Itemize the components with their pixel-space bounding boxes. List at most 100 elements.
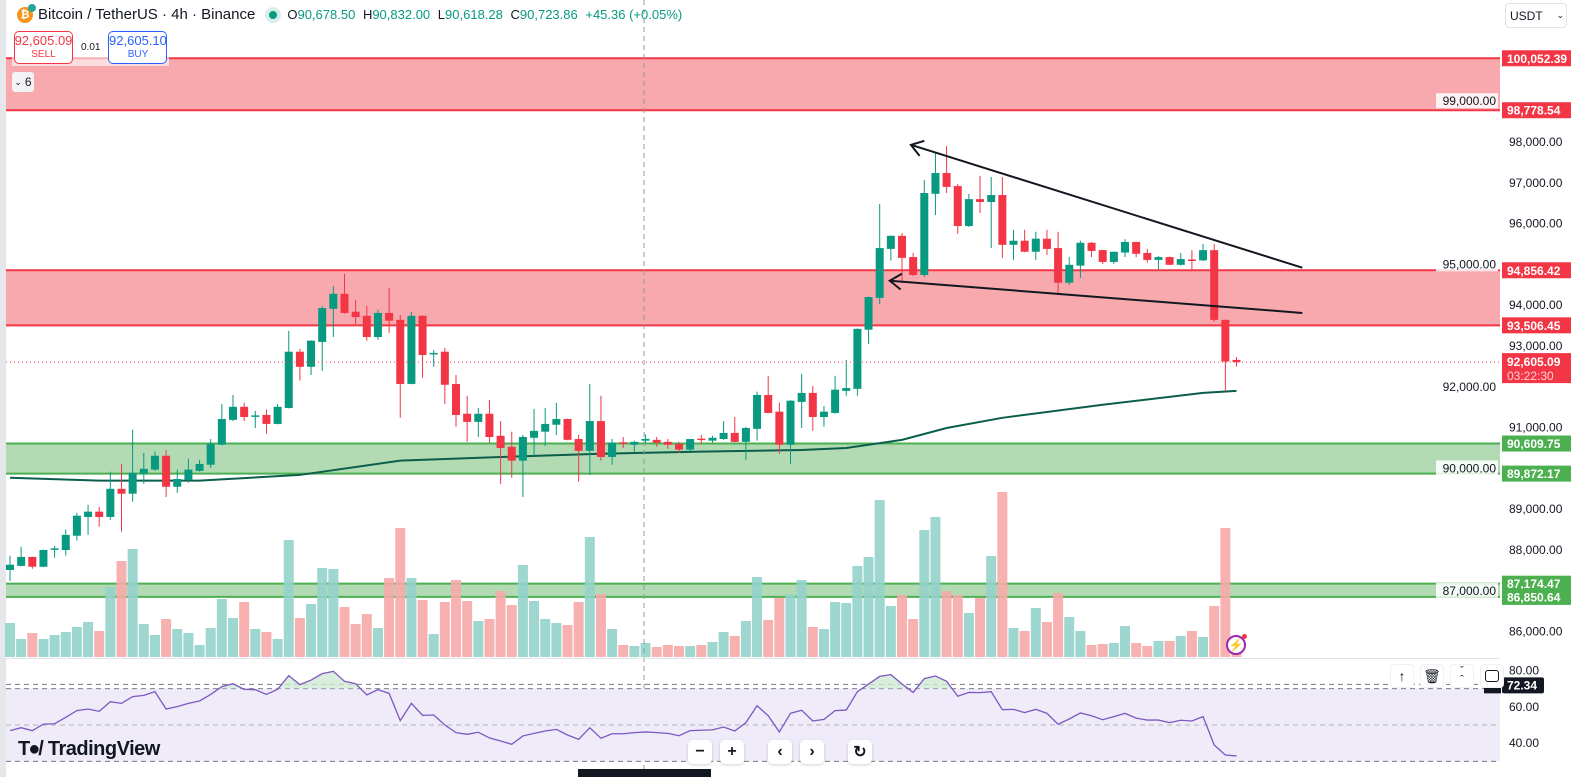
volume-bar	[1186, 631, 1197, 657]
delete-pane-button[interactable]: 🗑	[1420, 664, 1444, 688]
last-price-label: 92,605.09	[1507, 355, 1561, 369]
candle-up	[530, 430, 539, 438]
rsi-value-label: 72.34	[1507, 678, 1537, 692]
move-pane-up-button[interactable]: ↑	[1390, 664, 1414, 688]
chevron-left-icon: ‹	[777, 743, 783, 760]
candle-up	[251, 415, 260, 417]
candle-down	[1020, 240, 1029, 252]
bar-countdown-label: 03:22:30	[1507, 369, 1554, 383]
candle-up	[1154, 257, 1163, 260]
candle-up	[518, 436, 527, 461]
candle-down	[1132, 241, 1141, 254]
price-axis	[1500, 0, 1571, 777]
volume-bar	[607, 629, 618, 657]
chevron-right-icon: ›	[809, 743, 815, 760]
symbol-title[interactable]: Bitcoin / TetherUS · 4h · Binance	[38, 6, 256, 23]
price-badge	[1502, 50, 1571, 67]
volume-bar	[718, 632, 729, 657]
volume-bar	[1231, 654, 1242, 657]
lightning-icon[interactable]: ⚡	[1226, 634, 1247, 655]
rsi-tick-label: 80.00	[1509, 663, 1539, 677]
zoom-out-button[interactable]: −	[688, 740, 712, 764]
candle-down	[563, 419, 572, 440]
volume-bar	[807, 627, 818, 657]
candle-down	[942, 173, 951, 187]
candle-down	[396, 319, 405, 384]
candle-down	[998, 195, 1007, 245]
sell-button[interactable]: 92,605.09 SELL	[14, 31, 73, 64]
candle-up	[474, 413, 483, 422]
scroll-left-button[interactable]: ‹	[768, 740, 792, 764]
candle-up	[6, 564, 14, 570]
volume-bar	[1220, 528, 1231, 657]
candle-up	[1109, 251, 1118, 262]
candle-down	[730, 432, 739, 442]
market-open-icon	[265, 6, 282, 23]
candle-down	[775, 411, 784, 445]
scroll-right-button[interactable]: ›	[800, 740, 824, 764]
volume-bar	[785, 594, 796, 657]
bottom-panel-handle[interactable]	[578, 769, 711, 777]
candle-down	[362, 315, 371, 338]
price-badge	[1502, 317, 1571, 334]
bitcoin-logo-icon: ₿	[17, 3, 36, 23]
reset-chart-button[interactable]: ↻	[848, 740, 872, 764]
candle-down	[418, 315, 427, 355]
volume-bar	[439, 602, 450, 657]
candle-up	[708, 437, 717, 441]
volume-bar	[540, 619, 551, 657]
volume-bar	[5, 623, 15, 657]
currency-select[interactable]: USDT ⌄	[1505, 3, 1567, 28]
volume-bar	[852, 566, 863, 657]
volume-bar	[629, 646, 640, 657]
volume-bar	[1053, 593, 1064, 657]
volume-bar	[1097, 644, 1108, 657]
candle-down	[1143, 252, 1152, 260]
candle-up	[797, 392, 806, 402]
chevron-down-icon: ⌄	[1556, 10, 1564, 20]
tradingview-logo[interactable]: T●/ TradingView	[18, 738, 160, 761]
volume-bar	[975, 598, 986, 657]
volume-bar	[908, 619, 919, 657]
zoom-in-button[interactable]: +	[720, 740, 744, 764]
candle-up	[931, 173, 940, 194]
volume-bar	[83, 622, 94, 657]
price-tick-label: 97,000.00	[1509, 176, 1563, 190]
candle-down	[663, 441, 672, 445]
maximize-icon	[1485, 670, 1499, 682]
volume-bar	[662, 645, 673, 657]
volume-bar	[149, 635, 160, 657]
candle-down	[340, 293, 349, 313]
price-badge-label: 100,052.39	[1507, 52, 1567, 66]
indicators-toggle-button[interactable]: ⌄ 6	[12, 72, 34, 92]
volume-bar	[406, 578, 417, 657]
price-tick-label-bg	[1436, 93, 1498, 109]
candle-down	[1232, 359, 1241, 363]
candle-up	[786, 400, 795, 445]
candle-up	[1009, 240, 1018, 245]
candle-up	[1031, 238, 1040, 252]
candle-up	[920, 193, 929, 276]
chart-navigation: − + ‹ › ↻	[688, 740, 872, 764]
trash-icon: 🗑	[1423, 667, 1441, 684]
minus-icon: −	[695, 743, 705, 760]
volume-bar	[384, 578, 395, 657]
candle-up	[407, 315, 416, 384]
volume-bar	[261, 632, 272, 657]
support-zone	[6, 443, 1500, 474]
volume-bar	[395, 528, 406, 657]
price-tick-label: 86,000.00	[1509, 625, 1563, 639]
maximize-pane-button[interactable]	[1480, 664, 1504, 688]
price-tick-label: 89,000.00	[1509, 502, 1563, 516]
rsi-overbought-fill	[10, 671, 1237, 689]
buy-button[interactable]: 92,605.10 BUY	[108, 31, 168, 64]
candle-down	[351, 311, 360, 318]
last-price-badge	[1502, 353, 1571, 384]
price-badge	[1502, 102, 1571, 119]
candle-up	[273, 406, 282, 424]
volume-bar	[1209, 606, 1220, 657]
candle-up	[217, 419, 226, 445]
volume-bar	[1198, 637, 1209, 657]
